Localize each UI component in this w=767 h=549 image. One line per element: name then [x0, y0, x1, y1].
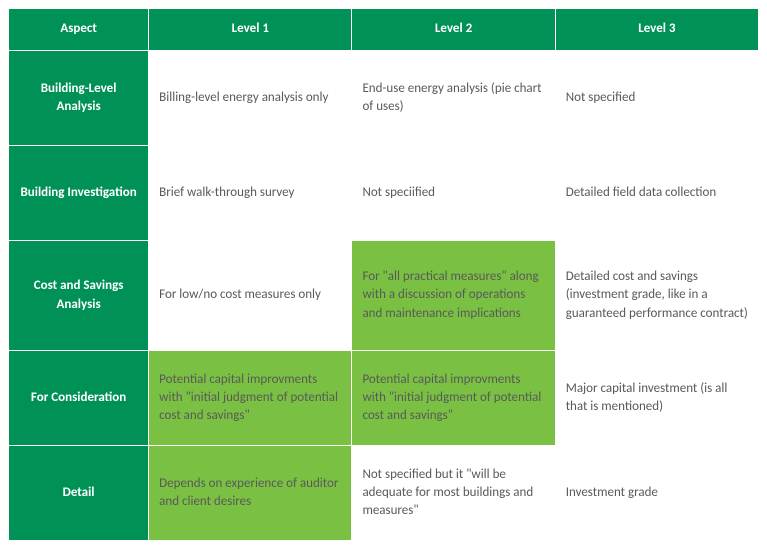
cell-level-1: For low/no cost measures only [149, 241, 352, 351]
cell-level-1: Brief walk-through survey [149, 146, 352, 241]
cell-level-2: End-use energy analysis (pie chart of us… [352, 51, 555, 146]
row-aspect: Detail [9, 446, 149, 541]
cell-level-3: Major capital investment (is all that is… [555, 351, 758, 446]
cell-level-3: Not specified [555, 51, 758, 146]
row-aspect: For Consideration [9, 351, 149, 446]
cell-level-3: Detailed cost and savings (investment gr… [555, 241, 758, 351]
cell-level-2: Not specified but it "will be adequate f… [352, 446, 555, 541]
cell-level-3: Investment grade [555, 446, 758, 541]
header-aspect: Aspect [9, 9, 149, 51]
table-row: For Consideration Potential capital impr… [9, 351, 759, 446]
cell-level-3: Detailed field data collection [555, 146, 758, 241]
cell-level-2: Not speciified [352, 146, 555, 241]
table-row: Detail Depends on experience of auditor … [9, 446, 759, 541]
table-row: Cost and Savings Analysis For low/no cos… [9, 241, 759, 351]
table-row: Building Investigation Brief walk-throug… [9, 146, 759, 241]
header-level-3: Level 3 [555, 9, 758, 51]
table-header-row: Aspect Level 1 Level 2 Level 3 [9, 9, 759, 51]
row-aspect: Building Investigation [9, 146, 149, 241]
table-row: Building-Level Analysis Billing-level en… [9, 51, 759, 146]
row-aspect: Cost and Savings Analysis [9, 241, 149, 351]
header-level-1: Level 1 [149, 9, 352, 51]
cell-level-2: For "all practical measures" along with … [352, 241, 555, 351]
cell-level-2: Potential capital improvments with "init… [352, 351, 555, 446]
cell-level-1: Billing-level energy analysis only [149, 51, 352, 146]
cell-level-1: Potential capital improvments with "init… [149, 351, 352, 446]
header-level-2: Level 2 [352, 9, 555, 51]
audit-levels-table: Aspect Level 1 Level 2 Level 3 Building-… [8, 8, 759, 541]
row-aspect: Building-Level Analysis [9, 51, 149, 146]
cell-level-1: Depends on experience of auditor and cli… [149, 446, 352, 541]
